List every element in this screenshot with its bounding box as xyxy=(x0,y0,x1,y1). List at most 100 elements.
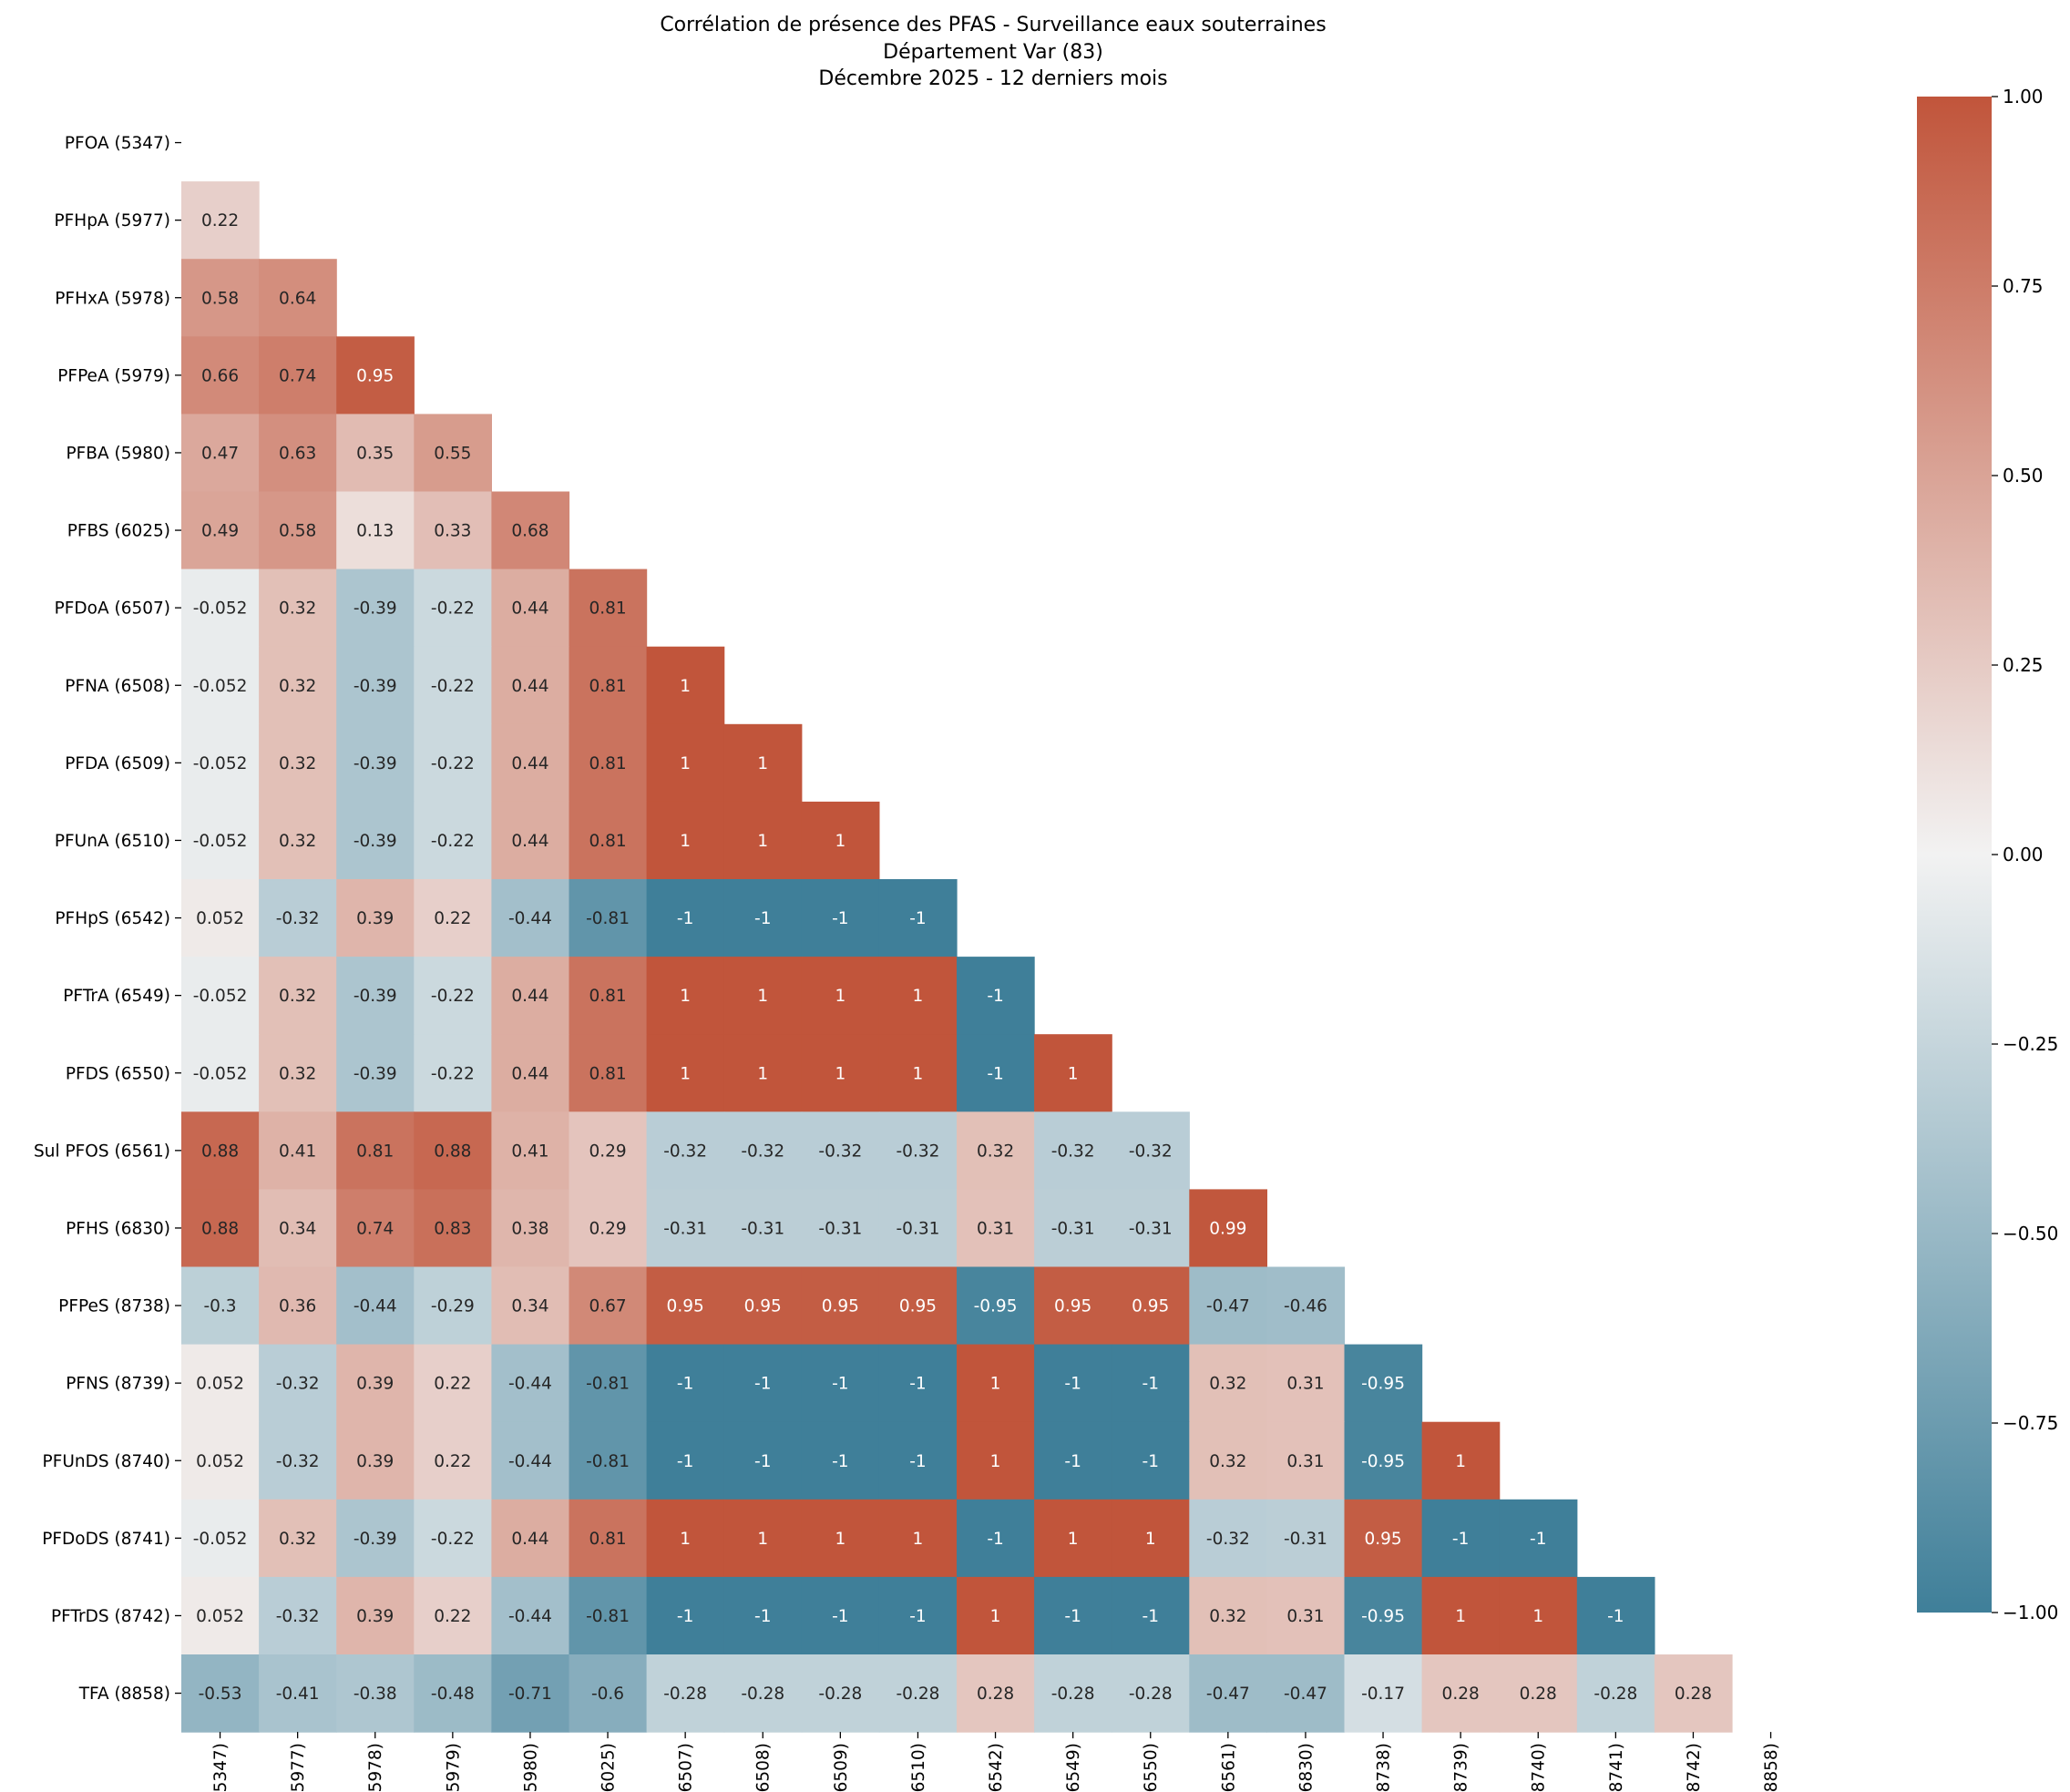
heatmap-cell-label: 0.39 xyxy=(356,1607,394,1626)
y-axis: PFOA (5347) PFHpA (5977) PFHxA (5978) PFPeA… xyxy=(34,134,181,1704)
colorbar-tick-label: −0.50 xyxy=(2003,1223,2058,1244)
heatmap-cell xyxy=(801,1034,880,1112)
heatmap-cell xyxy=(878,1034,958,1112)
heatmap-cell xyxy=(723,1034,803,1112)
heatmap-cell xyxy=(1034,1499,1112,1578)
heatmap-cell-label: 0.41 xyxy=(511,1142,548,1161)
chart-title-line-2: Département Var (83) xyxy=(883,41,1103,64)
heatmap-cell-label: 0.99 xyxy=(1209,1219,1246,1238)
heatmap-cell-label: 0.81 xyxy=(589,987,626,1006)
heatmap-cell-label: 0.28 xyxy=(1520,1684,1557,1704)
heatmap-cell-label: -0.22 xyxy=(431,1530,475,1549)
heatmap-cell-label: 0.32 xyxy=(1209,1375,1246,1394)
x-tick-label: PFHS (6830) xyxy=(1296,1743,1316,1792)
heatmap-cell-label: -1 xyxy=(909,1452,926,1471)
heatmap-cell-label: -0.28 xyxy=(818,1684,862,1704)
heatmap-cell xyxy=(723,1344,803,1423)
y-tick-label: PFHS (6830) xyxy=(66,1219,170,1238)
heatmap-cell xyxy=(336,1499,415,1578)
heatmap-cell xyxy=(181,1111,260,1190)
heatmap-cell-label: -0.22 xyxy=(431,832,475,851)
heatmap-cell-label: -0.32 xyxy=(276,909,320,928)
chart-title-line-3: Décembre 2025 - 12 derniers mois xyxy=(818,67,1167,90)
heatmap-cell-label: -1 xyxy=(1143,1607,1159,1626)
heatmap-cell xyxy=(336,491,415,570)
y-tick-label: PFPeS (8738) xyxy=(58,1297,170,1316)
heatmap-cell-label: 1 xyxy=(757,987,768,1006)
y-tick-label: PFHxA (5978) xyxy=(55,289,170,308)
x-tick-label: Sul PFOS (6561) xyxy=(1219,1743,1238,1792)
heatmap-cell xyxy=(414,646,492,725)
heatmap-cell-label: 1 xyxy=(835,832,845,851)
heatmap-cell-label: 0.64 xyxy=(279,289,316,308)
heatmap-cell xyxy=(414,723,492,803)
heatmap-cell-label: -0.32 xyxy=(741,1142,784,1161)
heatmap-cell xyxy=(1499,1499,1578,1578)
heatmap-cell xyxy=(1034,1421,1112,1500)
heatmap-cell-label: -0.81 xyxy=(586,1452,630,1471)
heatmap-cell-label: -0.95 xyxy=(1361,1375,1405,1394)
heatmap-cell xyxy=(1112,1344,1190,1423)
x-tick-label: PFHpA (5977) xyxy=(289,1743,308,1792)
heatmap-cell-label: -1 xyxy=(1607,1607,1624,1626)
heatmap-cell-label: -0.47 xyxy=(1284,1684,1327,1704)
heatmap-cell-label: 0.22 xyxy=(434,1607,471,1626)
heatmap-cell xyxy=(259,1034,337,1112)
heatmap-cell xyxy=(878,1111,958,1190)
heatmap-cell xyxy=(1034,1266,1112,1346)
heatmap-cell xyxy=(336,1266,415,1346)
heatmap-cell xyxy=(569,957,648,1035)
heatmap-cell xyxy=(336,1344,415,1423)
heatmap-cell-label: -0.32 xyxy=(897,1142,940,1161)
heatmap-cell xyxy=(414,414,492,493)
heatmap-cell xyxy=(259,1499,337,1578)
y-tick-label: TFA (8858) xyxy=(78,1684,170,1704)
heatmap-cell-label: -0.32 xyxy=(276,1375,320,1394)
heatmap-cell-label: 0.31 xyxy=(1286,1607,1324,1626)
heatmap-cell-label: -0.41 xyxy=(276,1684,320,1704)
heatmap-cell-label: 0.28 xyxy=(1675,1684,1712,1704)
heatmap-cell-label: 0.44 xyxy=(511,1064,548,1083)
heatmap-cell xyxy=(259,1111,337,1190)
heatmap-cell xyxy=(1344,1344,1423,1423)
heatmap-cell-label: 1 xyxy=(913,987,924,1006)
heatmap-cell-label: -1 xyxy=(832,909,848,928)
heatmap-cell xyxy=(491,801,570,880)
heatmap-cell-label: -1 xyxy=(1064,1375,1081,1394)
heatmap-cell-label: 0.36 xyxy=(279,1297,316,1316)
heatmap-cell-label: 1 xyxy=(680,1064,691,1083)
heatmap-cell xyxy=(336,1576,415,1655)
heatmap-cell-label: -0.22 xyxy=(431,1064,475,1083)
heatmap-cell xyxy=(336,1189,415,1268)
heatmap-cell xyxy=(414,1266,492,1346)
heatmap-cell xyxy=(336,336,415,415)
heatmap-cell-label: 0.68 xyxy=(511,522,548,541)
x-tick-label: PFPeA (5979) xyxy=(444,1743,463,1792)
heatmap-cell-label: -1 xyxy=(909,1375,926,1394)
heatmap-cell-label: -0.28 xyxy=(1129,1684,1173,1704)
heatmap-cell xyxy=(878,1189,958,1268)
heatmap-cell-label: -0.28 xyxy=(663,1684,707,1704)
y-tick-label: Sul PFOS (6561) xyxy=(34,1142,170,1161)
heatmap-cell-label: 0.88 xyxy=(434,1142,471,1161)
heatmap-cell xyxy=(569,1576,648,1655)
heatmap-cell xyxy=(646,957,725,1035)
heatmap-cell xyxy=(646,1421,725,1500)
heatmap-cell xyxy=(414,1189,492,1268)
heatmap-cell-label: 1 xyxy=(680,987,691,1006)
y-tick-label: PFHpS (6542) xyxy=(55,909,170,928)
heatmap-cell-label: -1 xyxy=(754,1607,771,1626)
heatmap-cell-label: -0.47 xyxy=(1206,1684,1250,1704)
heatmap-cell-label: 1 xyxy=(1455,1607,1466,1626)
heatmap-cell-label: 0.81 xyxy=(589,832,626,851)
x-axis: PFOA (5347) PFHpA (5977) PFHxA (5978) PFPeA… xyxy=(211,1732,1781,1792)
heatmap-cell-label: 1 xyxy=(1068,1530,1079,1549)
heatmap-cell xyxy=(569,879,648,957)
heatmap-cell xyxy=(1266,1266,1346,1346)
colorbar-tick-label: 0.50 xyxy=(2003,465,2044,486)
heatmap-cell xyxy=(336,957,415,1035)
heatmap-cell xyxy=(1034,1576,1112,1655)
heatmap-cell xyxy=(1034,1189,1112,1268)
